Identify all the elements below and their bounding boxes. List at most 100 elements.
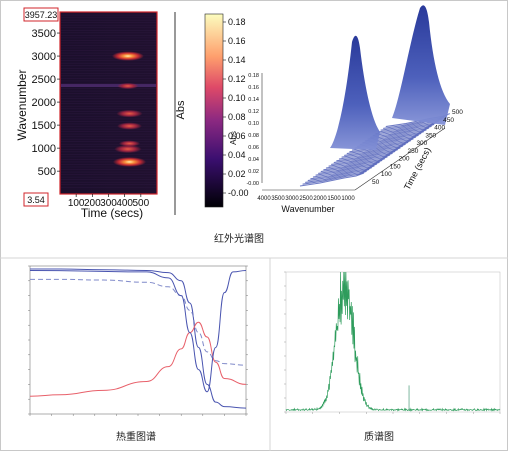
caption-tga: 热重图谱 [116, 432, 156, 443]
heatmap-x-tick-label: 300 [100, 198, 117, 209]
waterfall-slice [299, 172, 365, 187]
waterfall-y-tick-label: 250 [408, 148, 419, 155]
waterfall-z-tick-label: 0.16 [248, 85, 259, 91]
colorbar-label: Abs [175, 100, 187, 119]
heatmap-y-tick-label: 3500 [32, 28, 56, 40]
waterfall-slice [315, 161, 380, 176]
tga-lines [29, 268, 247, 409]
heatmap-plot-area [59, 11, 158, 195]
waterfall-slice [318, 159, 383, 174]
heatmap-hotspot [116, 109, 143, 118]
marker-bottom-value: 3.54 [27, 195, 45, 205]
heatmap-y-ticks: 500 1000 1500 2000 2500 3000 3500 [32, 28, 60, 178]
waterfall-slice [370, 123, 435, 138]
tga-series-line [29, 268, 247, 409]
colorbar-ticks: 0.18 0.16 0.14 0.12 0.10 0.08 0.06 0.04 0.02 -0.0… [223, 17, 249, 198]
colorbar-tick-label: 0.10 [228, 93, 246, 103]
marker-top-value: 3957.23 [25, 10, 58, 20]
colorbar-tick-label: 0.16 [228, 36, 246, 46]
heatmap-x-tick-label: 400 [116, 198, 133, 209]
waterfall-y-tick-label: 100 [381, 171, 392, 178]
heatmap-hotspot [118, 140, 141, 147]
ir-heatmap: 500 1000 1500 2000 2500 3000 3500 100 200 300 400… [15, 7, 158, 220]
waterfall-x-tick-label: 2000 [313, 196, 327, 202]
waterfall-slice [333, 149, 398, 164]
ir-colorbar: 0.18 0.16 0.14 0.12 0.10 0.08 0.06 0.04 0.02 -0.0… [174, 12, 249, 215]
colorbar-tick-label: 0.08 [228, 112, 246, 122]
colorbar-tick-label: 0.04 [228, 150, 246, 160]
waterfall-slice [338, 145, 404, 160]
waterfall-peak-co [392, 5, 450, 125]
waterfall-z-tick-label: 0.12 [248, 109, 259, 115]
heatmap-y-tick-label: 2500 [32, 74, 56, 86]
waterfall-slice [336, 147, 401, 162]
heatmap-y-tick-label: 3000 [32, 51, 56, 63]
waterfall-slice [325, 154, 391, 169]
waterfall-slice [328, 152, 393, 167]
marker-box-bottom [23, 192, 49, 207]
heatmap-x-label: Time (secs) [81, 206, 143, 220]
ms-ticks [284, 271, 501, 414]
ms-trace [285, 271, 501, 412]
heatmap-hotspot [112, 157, 147, 167]
tga-series-line [30, 278, 247, 366]
heatmap-hotspot [117, 122, 142, 130]
heatmap-y-label: Wavenumber [15, 70, 29, 141]
waterfall-slice [307, 167, 372, 182]
waterfall-slice [341, 143, 406, 158]
heatmap-hotspot [117, 82, 139, 90]
waterfall-z-tick-label: -0.00 [246, 181, 259, 187]
waterfall-z-tick-label: 0.04 [248, 157, 259, 163]
heatmap-hotspot [114, 145, 142, 154]
waterfall-slice [310, 165, 375, 180]
tga-series-line [29, 321, 247, 397]
colorbar-tick-label: 0.12 [228, 74, 246, 84]
waterfall-z-tick-label: 0.14 [248, 97, 259, 103]
colorbar-tick-label: 0.18 [228, 17, 246, 27]
heatmap-y-tick-label: 1000 [32, 143, 56, 155]
waterfall-z-tick-label: 0.06 [248, 145, 259, 151]
waterfall-x-ticks: 4000 3500 3000 2500 2000 1500 1000 [257, 196, 355, 202]
heatmap-x-tick-label: 100 [68, 198, 85, 209]
tga-ticks [28, 265, 248, 416]
marker-box-top [23, 7, 59, 22]
waterfall-z-ticks: 0.18 0.16 0.14 0.12 0.10 0.08 0.06 0.04 0.02 -0.0… [246, 73, 259, 187]
waterfall-y-tick-label: 350 [425, 132, 436, 139]
waterfall-x-tick-label: 3500 [271, 196, 285, 202]
waterfall-slice [312, 163, 378, 178]
waterfall-y-tick-label: 300 [416, 140, 427, 147]
tga-chart [28, 265, 248, 416]
heatmap-band-bright [61, 84, 156, 88]
waterfall-slice [367, 125, 432, 140]
heatmap-bands [61, 14, 156, 188]
heatmap-y-tick-label: 500 [38, 166, 56, 178]
waterfall-slice [302, 170, 367, 185]
heatmap-y-tick-label: 1500 [32, 120, 56, 132]
ms-plot-area [285, 271, 501, 413]
waterfall-y-tick-label: 450 [443, 117, 454, 124]
ms-chart [284, 271, 501, 414]
waterfall-slice [344, 141, 409, 156]
heatmap-y-tick-label: 2000 [32, 97, 56, 109]
waterfall-slice [372, 122, 437, 137]
waterfall-y-tick-label: 200 [399, 156, 410, 163]
ir-3d-waterfall: 0.180.160.140.120.100.080.060.040.02-0.0… [229, 5, 463, 214]
waterfall-x-tick-label: 4000 [257, 196, 271, 202]
heatmap-x-tick-label: 200 [84, 198, 101, 209]
heatmap-x-tick-label: 500 [132, 198, 149, 209]
waterfall-y-tick-label: 500 [452, 109, 463, 116]
colorbar-tick-label: 0.14 [228, 55, 246, 65]
waterfall-z-tick-label: 0.18 [248, 73, 259, 79]
waterfall-slice [349, 138, 414, 153]
waterfall-y-tick-label: 400 [434, 125, 445, 132]
colorbar-tick-label: -0.00 [228, 188, 249, 198]
waterfall-slice [305, 168, 370, 183]
colorbar-gradient [204, 13, 224, 208]
waterfall-y-tick-label: 50 [372, 179, 380, 186]
colorbar-tick-label: 0.06 [228, 131, 246, 141]
heatmap-hotspot [111, 51, 144, 61]
colorbar-tick-label: 0.02 [228, 169, 246, 179]
waterfall-slice [331, 150, 396, 165]
